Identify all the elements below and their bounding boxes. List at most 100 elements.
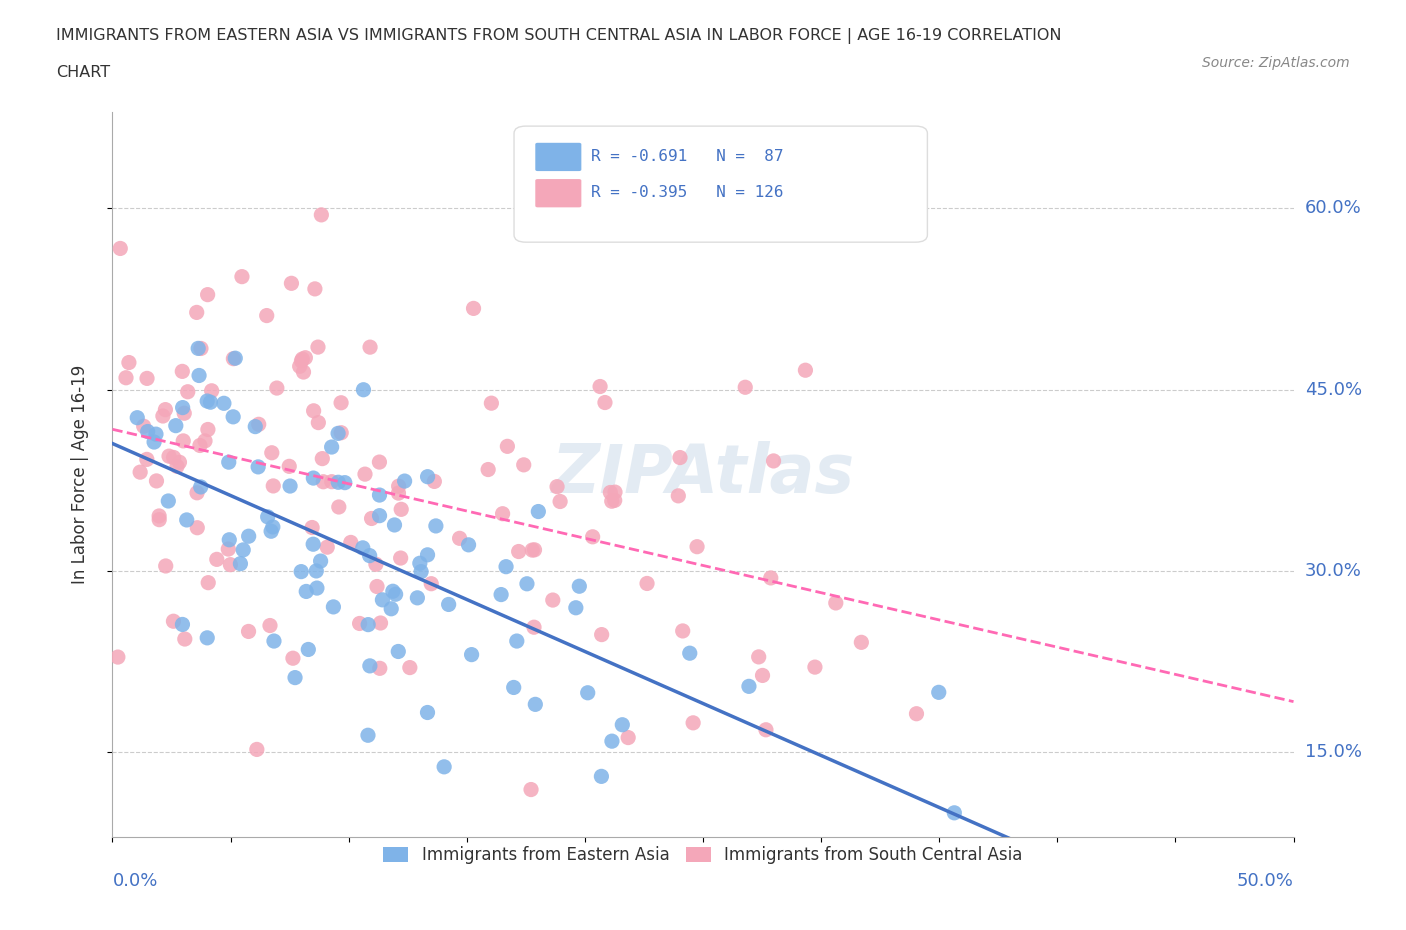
Immigrants from South Central Asia <box>301 520 323 535</box>
Immigrants from Eastern Asia <box>384 587 406 602</box>
Immigrants from South Central Asia <box>148 512 170 527</box>
Immigrants from South Central Asia <box>186 520 208 535</box>
Legend: Immigrants from Eastern Asia, Immigrants from South Central Asia: Immigrants from Eastern Asia, Immigrants… <box>375 838 1031 872</box>
Immigrants from Eastern Asia <box>190 480 212 495</box>
Immigrants from South Central Asia <box>851 635 873 650</box>
Immigrants from South Central Asia <box>686 539 709 554</box>
Immigrants from Eastern Asia <box>333 475 356 490</box>
Immigrants from South Central Asia <box>311 451 333 466</box>
Immigrants from South Central Asia <box>463 301 485 316</box>
Immigrants from Eastern Asia <box>524 697 547 711</box>
Immigrants from South Central Asia <box>246 742 269 757</box>
Immigrants from South Central Asia <box>197 576 219 591</box>
Text: R = -0.395   N = 126: R = -0.395 N = 126 <box>591 185 783 200</box>
Immigrants from South Central Asia <box>132 418 155 433</box>
Immigrants from South Central Asia <box>197 422 219 437</box>
Immigrants from Eastern Asia <box>352 382 374 397</box>
Immigrants from Eastern Asia <box>576 685 599 700</box>
Immigrants from South Central Asia <box>398 660 420 675</box>
Immigrants from Eastern Asia <box>460 647 482 662</box>
Text: ZIPAtlas: ZIPAtlas <box>551 442 855 507</box>
Immigrants from Eastern Asia <box>357 728 380 743</box>
Immigrants from South Central Asia <box>762 454 785 469</box>
Immigrants from South Central Asia <box>512 458 534 472</box>
Immigrants from Eastern Asia <box>200 394 222 409</box>
Immigrants from Eastern Asia <box>394 473 416 488</box>
Immigrants from South Central Asia <box>423 474 446 489</box>
Immigrants from Eastern Asia <box>322 600 344 615</box>
Immigrants from South Central Asia <box>217 541 239 556</box>
Text: 50.0%: 50.0% <box>1237 871 1294 890</box>
Immigrants from South Central Asia <box>541 592 564 607</box>
Immigrants from Eastern Asia <box>127 410 149 425</box>
Immigrants from Eastern Asia <box>302 537 325 551</box>
Immigrants from Eastern Asia <box>384 517 406 532</box>
Immigrants from Eastern Asia <box>188 368 211 383</box>
Immigrants from Eastern Asia <box>256 510 278 525</box>
Immigrants from Eastern Asia <box>352 540 374 555</box>
Immigrants from Eastern Asia <box>359 658 381 673</box>
Immigrants from Eastern Asia <box>409 556 432 571</box>
Immigrants from South Central Asia <box>354 467 377 482</box>
Immigrants from South Central Asia <box>599 485 621 500</box>
Immigrants from Eastern Asia <box>245 419 267 434</box>
Text: 15.0%: 15.0% <box>1305 743 1361 762</box>
Immigrants from South Central Asia <box>188 438 211 453</box>
Text: CHART: CHART <box>56 65 110 80</box>
Immigrants from Eastern Asia <box>591 769 613 784</box>
FancyBboxPatch shape <box>536 143 581 171</box>
Immigrants from South Central Asia <box>194 433 217 448</box>
Immigrants from Eastern Asia <box>224 351 246 365</box>
Immigrants from Eastern Asia <box>357 618 380 632</box>
Immigrants from Eastern Asia <box>297 642 319 657</box>
Text: IMMIGRANTS FROM EASTERN ASIA VS IMMIGRANTS FROM SOUTH CENTRAL ASIA IN LABOR FORC: IMMIGRANTS FROM EASTERN ASIA VS IMMIGRAN… <box>56 28 1062 44</box>
Immigrants from South Central Asia <box>368 455 391 470</box>
Immigrants from South Central Asia <box>256 308 278 323</box>
Immigrants from Eastern Asia <box>295 584 318 599</box>
Immigrants from South Central Asia <box>672 623 695 638</box>
Immigrants from Eastern Asia <box>406 591 429 605</box>
Immigrants from Eastern Asia <box>187 341 209 356</box>
Immigrants from South Central Asia <box>349 616 371 631</box>
Immigrants from Eastern Asia <box>437 597 460 612</box>
Immigrants from Eastern Asia <box>229 556 252 571</box>
Immigrants from South Central Asia <box>370 616 392 631</box>
Immigrants from Eastern Asia <box>600 734 623 749</box>
Immigrants from South Central Asia <box>280 276 302 291</box>
Immigrants from Eastern Asia <box>565 601 588 616</box>
Immigrants from South Central Asia <box>366 579 388 594</box>
Immigrants from South Central Asia <box>389 502 412 517</box>
Immigrants from Eastern Asia <box>502 680 524 695</box>
Immigrants from Eastern Asia <box>262 520 284 535</box>
Immigrants from South Central Asia <box>155 559 177 574</box>
Immigrants from South Central Asia <box>222 352 245 366</box>
Immigrants from Eastern Asia <box>165 418 187 433</box>
Immigrants from South Central Asia <box>290 353 312 368</box>
Text: Source: ZipAtlas.com: Source: ZipAtlas.com <box>1202 56 1350 70</box>
Immigrants from South Central Asia <box>387 485 409 500</box>
Immigrants from South Central Asia <box>135 452 157 467</box>
Immigrants from South Central Asia <box>603 493 626 508</box>
FancyBboxPatch shape <box>515 126 928 242</box>
Immigrants from South Central Asia <box>190 341 212 356</box>
Immigrants from Eastern Asia <box>305 564 328 578</box>
Immigrants from South Central Asia <box>340 535 363 550</box>
Immigrants from Eastern Asia <box>495 559 517 574</box>
Immigrants from South Central Asia <box>751 668 773 683</box>
Immigrants from Eastern Asia <box>136 424 159 439</box>
Immigrants from Eastern Asia <box>416 470 439 485</box>
Immigrants from Eastern Asia <box>328 475 350 490</box>
Immigrants from South Central Asia <box>548 494 571 509</box>
Immigrants from South Central Asia <box>360 511 382 525</box>
Immigrants from South Central Asia <box>508 544 530 559</box>
Immigrants from South Central Asia <box>155 402 177 417</box>
Immigrants from Eastern Asia <box>433 760 456 775</box>
Immigrants from South Central Asia <box>238 624 260 639</box>
Immigrants from Eastern Asia <box>238 529 260 544</box>
Immigrants from Eastern Asia <box>368 508 391 523</box>
Immigrants from South Central Asia <box>368 661 391 676</box>
Immigrants from South Central Asia <box>231 269 253 284</box>
Immigrants from Eastern Asia <box>387 644 409 659</box>
Immigrants from South Central Asia <box>312 474 335 489</box>
Immigrants from South Central Asia <box>449 531 471 546</box>
